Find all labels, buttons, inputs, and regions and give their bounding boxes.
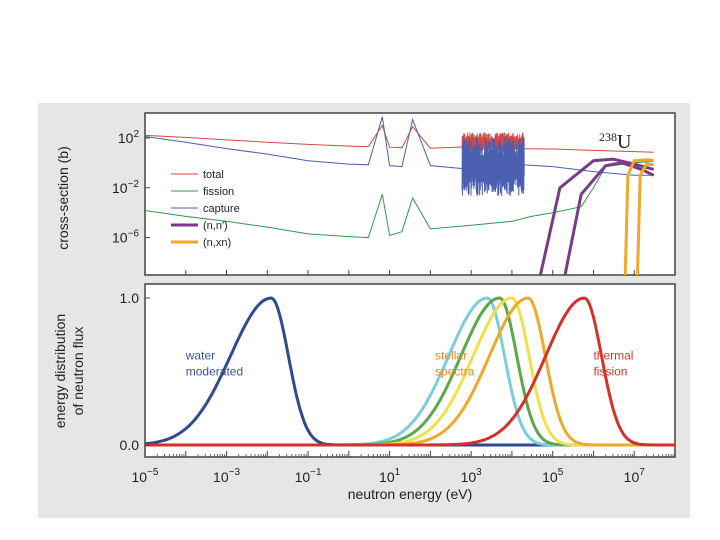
bottom-y-tick-label-1: 1.0 (120, 290, 140, 306)
cross-section-flux-figure: 102 10−2 10−6 0.0 1.0 10−5 10−3 10−1 101 103 105 10… (38, 103, 690, 518)
annotation-water-moderated-line1: water (185, 349, 215, 363)
bottom-y-tick-label-0: 0.0 (120, 437, 140, 453)
top-capture-resonance-band (461, 137, 525, 197)
x-tick-label-2: 10−1 (295, 467, 322, 485)
bottom-plot-frame (144, 283, 676, 458)
legend-label-n-n: (n,n′) (203, 220, 228, 232)
top-series-n-n-3 (538, 157, 655, 275)
top-y-tick-label-1: 10−2 (112, 179, 139, 196)
top-series-total-0 (145, 124, 654, 153)
annotation-stellar-spectra-line1: stellar (435, 349, 467, 363)
top-series-fission-1 (145, 160, 654, 239)
top-series-n-xn-5 (623, 158, 654, 275)
x-tick-label-6: 107 (624, 467, 646, 485)
annotation-thermal-fission-line1: thermal (593, 349, 633, 363)
x-axis-label: neutron energy (eV) (348, 486, 473, 502)
chart-canvas: 102 10−2 10−6 0.0 1.0 10−5 10−3 10−1 101 103 105 10… (52, 112, 676, 502)
top-series-n-xn-6 (636, 162, 654, 275)
top-y-tick-label-2: 10−6 (112, 229, 139, 246)
x-tick-label-0: 10−5 (132, 467, 159, 485)
top-series-capture-2 (145, 116, 654, 176)
bottom-y-axis-label-line2: of neutron flux (70, 327, 86, 416)
bottom-y-axis-label-line1: energy distribution (52, 314, 68, 428)
element-label: 238U (599, 130, 632, 153)
top-y-axis-label: cross-section (b) (55, 146, 71, 249)
x-tick-label-5: 105 (542, 467, 564, 485)
annotation-thermal-fission-line2: fission (593, 365, 627, 379)
x-tick-label-1: 10−3 (213, 467, 240, 485)
annotation-water-moderated-line2: moderated (186, 365, 243, 379)
top-legend: total fission capture (n,n′) (n,xn) (171, 169, 240, 249)
legend-label-n-xn: (n,xn) (203, 237, 231, 249)
annotation-stellar-spectra-line2: spectra (435, 365, 475, 379)
top-y-tick-label-0: 102 (118, 129, 140, 146)
legend-label-capture: capture (203, 203, 240, 215)
x-tick-label-3: 101 (379, 467, 401, 485)
flux-curve-thermal-fission (145, 296, 675, 447)
legend-label-total: total (203, 169, 224, 181)
x-tick-label-4: 103 (461, 467, 483, 485)
legend-label-fission: fission (203, 186, 234, 198)
